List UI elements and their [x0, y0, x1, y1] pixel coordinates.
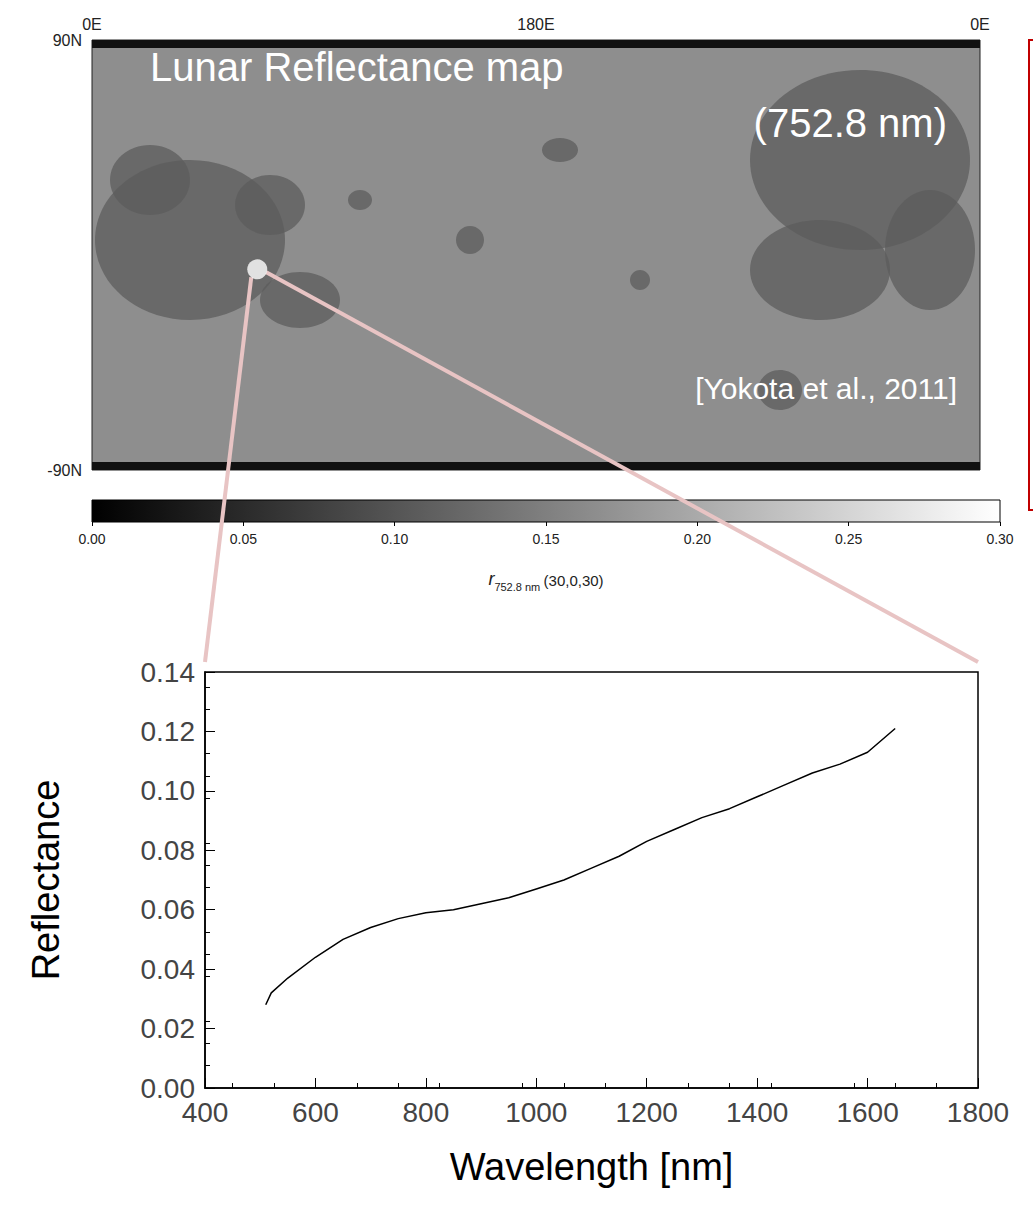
svg-text:0.02: 0.02: [141, 1013, 196, 1044]
svg-text:800: 800: [402, 1097, 449, 1128]
svg-text:(30,0,30): (30,0,30): [544, 572, 604, 589]
svg-text:0.25: 0.25: [835, 531, 862, 547]
svg-text:0E: 0E: [82, 16, 102, 33]
svg-text:0.30: 0.30: [986, 531, 1013, 547]
svg-text:0.10: 0.10: [381, 531, 408, 547]
svg-text:0.15: 0.15: [532, 531, 559, 547]
svg-text:1000: 1000: [505, 1097, 567, 1128]
svg-text:752.8 nm: 752.8 nm: [494, 581, 540, 593]
svg-text:0.10: 0.10: [141, 775, 196, 806]
svg-text:0.20: 0.20: [684, 531, 711, 547]
svg-text:0.00: 0.00: [140, 1072, 195, 1104]
svg-text:Wavelength [nm]: Wavelength [nm]: [450, 1146, 734, 1188]
svg-text:0.14: 0.14: [141, 657, 196, 688]
svg-text:0.08: 0.08: [141, 835, 196, 866]
svg-text:1400: 1400: [726, 1097, 788, 1128]
svg-text:0.04: 0.04: [141, 954, 196, 985]
svg-text:90N: 90N: [53, 32, 82, 49]
svg-text:0.00: 0.00: [78, 531, 105, 547]
svg-text:0E: 0E: [970, 16, 990, 33]
svg-text:r: r: [488, 569, 495, 589]
svg-text:0.06: 0.06: [141, 894, 196, 925]
svg-text:Reflectance: Reflectance: [25, 780, 67, 981]
svg-text:(752.8 nm): (752.8 nm): [754, 101, 947, 145]
svg-text:0.12: 0.12: [141, 716, 196, 747]
svg-text:[Yokota et al., 2011]: [Yokota et al., 2011]: [695, 372, 957, 405]
svg-text:-90N: -90N: [47, 462, 82, 479]
svg-text:600: 600: [292, 1097, 339, 1128]
svg-text:0.05: 0.05: [230, 531, 257, 547]
svg-text:Lunar Reflectance map: Lunar Reflectance map: [150, 45, 564, 89]
svg-text:400: 400: [182, 1097, 229, 1128]
svg-text:180E: 180E: [517, 16, 554, 33]
svg-text:1800: 1800: [947, 1097, 1009, 1128]
svg-text:1200: 1200: [616, 1097, 678, 1128]
svg-text:1600: 1600: [836, 1097, 898, 1128]
